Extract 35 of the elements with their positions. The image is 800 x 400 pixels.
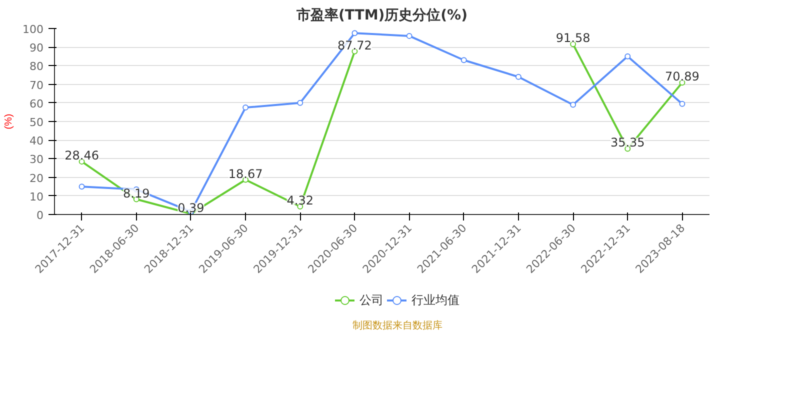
data-label: 8.19 bbox=[123, 186, 150, 200]
chart-title: 市盈率(TTM)历史分位(%) bbox=[296, 6, 468, 24]
point bbox=[570, 102, 576, 108]
legend-label: 公司 bbox=[360, 292, 384, 308]
y-tick-label: 70 bbox=[30, 78, 44, 92]
legend-label: 行业均值 bbox=[412, 292, 460, 308]
point bbox=[352, 30, 358, 36]
point bbox=[406, 32, 412, 39]
data-label: 4.32 bbox=[286, 193, 314, 208]
y-tick-label: 10 bbox=[30, 190, 44, 204]
point bbox=[515, 74, 522, 80]
point bbox=[679, 100, 686, 107]
point bbox=[78, 184, 85, 190]
data-label: 28.46 bbox=[64, 148, 99, 163]
data-label: 18.67 bbox=[228, 166, 263, 181]
point bbox=[460, 57, 467, 64]
data-label: 87.72 bbox=[338, 38, 372, 52]
data-label: 91.58 bbox=[556, 31, 590, 46]
data-label: 35.35 bbox=[610, 136, 645, 150]
y-tick-label: 80 bbox=[30, 60, 44, 74]
y-tick-label: 60 bbox=[30, 97, 44, 110]
y-tick-label: 30 bbox=[30, 153, 44, 166]
y-tick-label: 100 bbox=[22, 23, 44, 36]
y-axis-title: (%) bbox=[4, 114, 15, 130]
data-label: 70.89 bbox=[665, 70, 700, 84]
y-tick-label: 20 bbox=[30, 172, 44, 185]
data-label: 0.39 bbox=[178, 200, 204, 215]
point bbox=[624, 53, 631, 60]
y-tick-label: 0 bbox=[36, 209, 44, 222]
point bbox=[242, 104, 249, 111]
y-tick-label: 40 bbox=[30, 134, 44, 148]
y-tick-label: 50 bbox=[30, 116, 44, 129]
point bbox=[297, 100, 304, 106]
text: 制图数据来自数据库 bbox=[352, 320, 442, 332]
y-tick-label: 90 bbox=[30, 42, 44, 55]
